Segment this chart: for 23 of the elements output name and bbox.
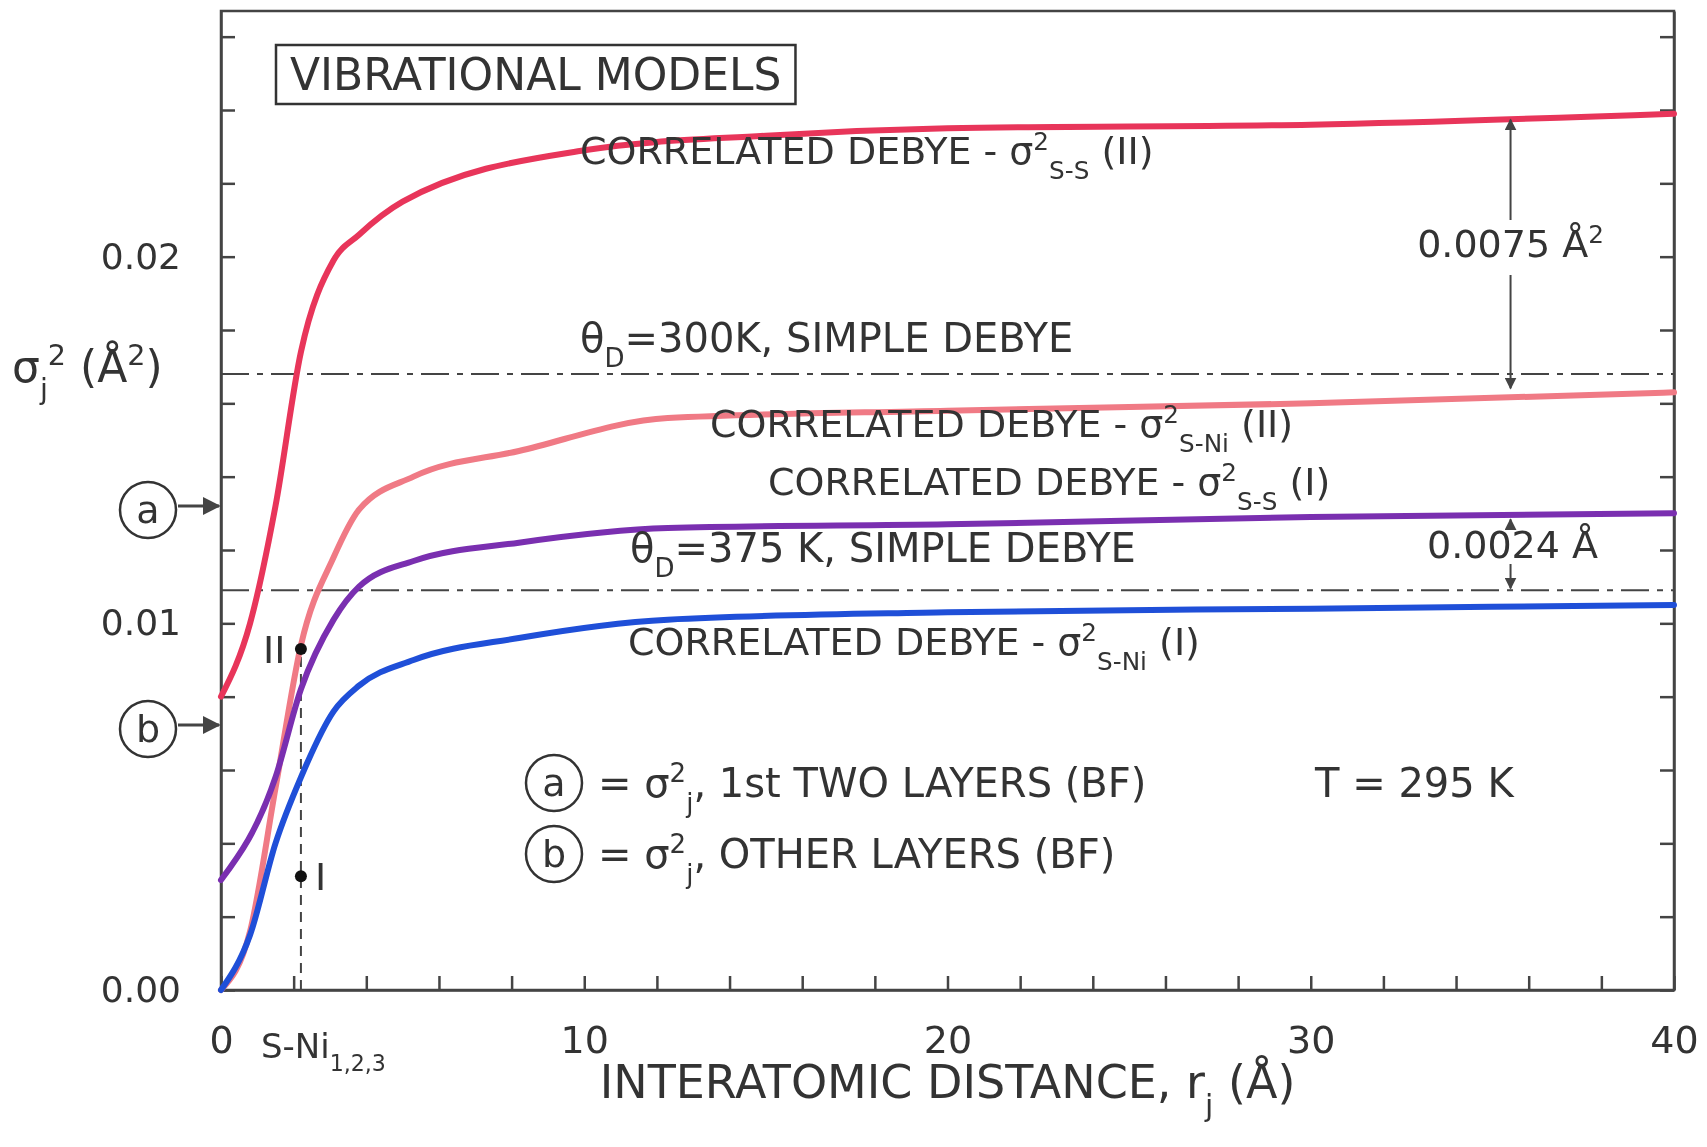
series-label: CORRELATED DEBYE - σ$^{2}$$_{S-S}$ (II) [580, 126, 1154, 185]
circled-letter: b [118, 699, 178, 759]
y-tick-label: 0.01 [100, 602, 181, 644]
y-tick-label: 0.02 [100, 235, 181, 277]
x-tick-label: 40 [1650, 1017, 1699, 1062]
y-tick-label: 0.00 [100, 969, 181, 1011]
annotation: I [315, 855, 327, 899]
text: VIBRATIONAL MODELS [290, 49, 782, 100]
circled-letter: b [524, 824, 584, 884]
annotation: 0.0024 Å [1427, 523, 1599, 567]
x-tick-label: 0 [209, 1017, 234, 1062]
circled-letter: a [524, 753, 584, 813]
ref-line-label: S-Ni$_{1,2,3}$ [260, 1026, 386, 1076]
circled-letter: a [118, 480, 178, 540]
annotation: II [263, 628, 286, 672]
series-label: CORRELATED DEBYE - σ$^{2}$$_{S-Ni}$ (II) [710, 399, 1294, 458]
series-label: CORRELATED DEBYE - σ$^{2}$$_{S-Ni}$ (I) [628, 617, 1200, 676]
annotation: θ$_{D}$=375 K, SIMPLE DEBYE [630, 525, 1136, 583]
annotation: T = 295 K [1314, 760, 1516, 806]
annotation: θ$_{D}$=300K, SIMPLE DEBYE [580, 315, 1074, 373]
y-axis-title: σ$_{j}$$^{2}$ (Å$^{2}$) [12, 338, 163, 406]
annotation: 0.0075 Å$^{2}$ [1417, 219, 1604, 267]
series-label: CORRELATED DEBYE - σ$^{2}$$_{S-S}$ (I) [768, 457, 1331, 516]
